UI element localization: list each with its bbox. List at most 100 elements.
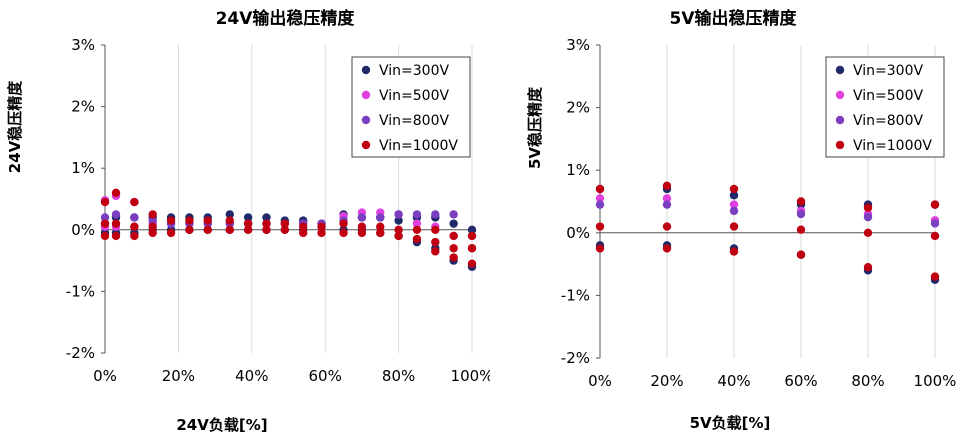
y-tick-label: 1% — [566, 161, 590, 179]
data-point — [130, 222, 139, 231]
data-point — [662, 222, 672, 231]
data-point — [185, 216, 194, 225]
data-point — [111, 210, 121, 219]
data-point — [225, 210, 234, 219]
data-point — [467, 244, 477, 253]
data-point — [130, 231, 139, 241]
data-point — [595, 184, 605, 194]
data-point — [243, 219, 253, 228]
x-tick-label: 0% — [588, 372, 612, 390]
data-point — [431, 225, 440, 234]
data-point — [225, 225, 234, 234]
legend-label: Vin=1000V — [853, 138, 932, 154]
data-point — [431, 210, 440, 219]
data-point — [412, 210, 422, 219]
data-point — [595, 244, 605, 253]
data-point — [449, 210, 458, 219]
x-tick-label: 100% — [451, 367, 490, 385]
series-3 — [100, 188, 477, 268]
data-point — [930, 200, 940, 209]
data-point — [796, 225, 806, 234]
data-point — [243, 225, 253, 234]
data-point — [863, 263, 873, 272]
legend-marker — [835, 90, 845, 100]
data-point — [100, 219, 110, 228]
data-point — [111, 188, 121, 198]
data-point — [729, 200, 739, 209]
x-tick-label: 80% — [851, 372, 884, 390]
y-tick-label: -1% — [66, 282, 95, 300]
data-point — [130, 197, 139, 207]
y-tick-label: -2% — [561, 349, 590, 367]
data-point — [280, 225, 290, 234]
data-point — [100, 231, 110, 241]
legend-label: Vin=500V — [379, 88, 449, 104]
data-point — [394, 216, 403, 225]
data-point — [357, 222, 367, 231]
series-1 — [595, 194, 940, 225]
data-point — [863, 228, 873, 237]
series-3 — [595, 181, 940, 281]
data-point — [729, 206, 739, 216]
data-point — [148, 222, 157, 231]
data-point — [394, 225, 403, 234]
data-point — [662, 194, 672, 203]
data-point — [148, 228, 157, 238]
data-point — [595, 200, 605, 209]
data-point — [467, 259, 477, 268]
y-tick-label: 1% — [71, 159, 95, 177]
data-point — [298, 228, 308, 238]
data-point — [930, 219, 940, 228]
data-point — [796, 197, 806, 206]
y-tick-label: 3% — [566, 36, 590, 54]
legend-marker — [361, 115, 371, 125]
chart-title: 24V输出稳压精度 — [216, 8, 356, 29]
data-point — [280, 219, 290, 228]
legend-label: Vin=300V — [853, 63, 923, 79]
data-point — [100, 213, 110, 222]
data-point — [662, 181, 672, 191]
data-point — [595, 222, 605, 231]
data-point — [243, 213, 253, 222]
data-point — [412, 225, 422, 234]
legend-label: Vin=800V — [853, 113, 923, 129]
chart-5v-panel: 5V输出稳压精度 3% 2% 1% 0% -1% -2% 0% 20% 40% 60% 80% 100%… — [490, 0, 960, 438]
data-point — [262, 225, 271, 234]
data-point — [148, 210, 157, 219]
data-point — [595, 194, 605, 203]
data-point — [449, 253, 458, 262]
data-point — [449, 231, 458, 241]
data-point — [148, 216, 157, 225]
legend-box — [825, 56, 945, 158]
y-axis-label: 5V稳压精度 — [526, 86, 544, 169]
data-point — [203, 216, 212, 225]
x-axis-label: 5V负载[%] — [690, 414, 771, 432]
data-point — [394, 231, 403, 241]
x-tick-label: 80% — [382, 367, 415, 385]
chart-5v: 5V输出稳压精度 3% 2% 1% 0% -1% -2% 0% 20% 40% 60% 80% 100%… — [526, 8, 956, 432]
x-tick-label: 60% — [784, 372, 817, 390]
chart-title: 5V输出稳压精度 — [670, 8, 798, 29]
data-point — [467, 231, 477, 241]
data-point — [339, 228, 348, 238]
data-point — [662, 244, 672, 253]
data-point — [357, 213, 367, 222]
data-point — [357, 228, 367, 238]
chart-24v: 24V输出稳压精度 3% 2% 1% 0% -1% -2% 0% 20% 40% 60% 80% 100… — [6, 8, 490, 434]
data-point — [930, 231, 940, 241]
x-tick-label: 20% — [162, 367, 195, 385]
legend-label: Vin=300V — [379, 63, 449, 79]
data-point — [225, 216, 234, 225]
data-point — [394, 210, 403, 219]
data-point — [298, 222, 308, 231]
legend-marker — [361, 90, 371, 100]
legend-marker — [835, 65, 845, 75]
data-point — [376, 228, 385, 238]
data-point — [203, 225, 212, 234]
y-tick-label: 3% — [71, 36, 95, 54]
data-point — [729, 184, 739, 194]
data-point — [412, 234, 422, 244]
series-0 — [595, 184, 940, 284]
data-point — [796, 209, 806, 219]
data-point — [412, 219, 422, 228]
